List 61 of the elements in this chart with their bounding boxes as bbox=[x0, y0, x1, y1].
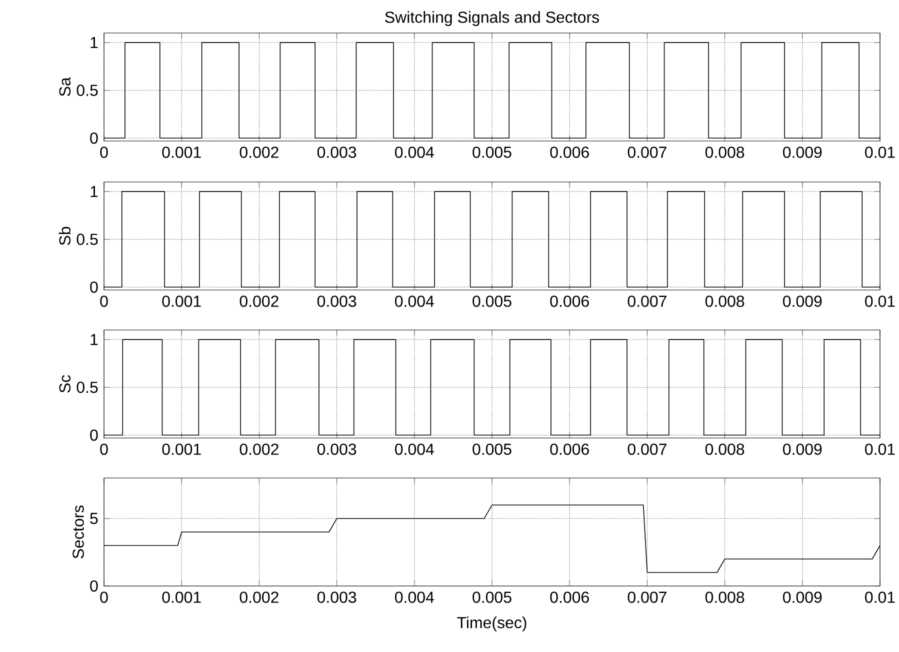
x-tick-label: 0.006 bbox=[550, 444, 589, 455]
y-tick-label: 1 bbox=[90, 186, 98, 198]
x-tick-label: 0.009 bbox=[783, 296, 822, 307]
y-tick-label: 0 bbox=[90, 132, 98, 144]
x-tick-label: 0.002 bbox=[240, 296, 278, 307]
x-tick-label: 0.008 bbox=[705, 146, 744, 158]
y-axis-title: Sa bbox=[59, 77, 71, 96]
x-tick-label: 0.003 bbox=[317, 592, 356, 603]
y-tick-label: 0.5 bbox=[76, 234, 98, 245]
x-tick-label: 0 bbox=[100, 296, 108, 307]
x-tick-label: 0.007 bbox=[628, 146, 666, 158]
x-tick-label: 0.002 bbox=[240, 146, 278, 158]
x-tick-label: 0.006 bbox=[550, 592, 589, 603]
chart-title: Switching Signals and Sectors bbox=[385, 11, 599, 26]
x-tick-label: 0 bbox=[100, 444, 108, 455]
y-tick-label: 5 bbox=[90, 512, 98, 524]
y-tick-label: 0 bbox=[90, 429, 98, 441]
x-tick-label: 0.003 bbox=[317, 444, 356, 455]
x-tick-label: 0.007 bbox=[628, 444, 666, 455]
x-tick-label: 0.01 bbox=[865, 296, 895, 307]
x-tick-label: 0.004 bbox=[395, 146, 434, 158]
x-tick-label: 0.009 bbox=[783, 592, 822, 603]
x-tick-label: 0 bbox=[100, 146, 108, 158]
y-tick-label: 1 bbox=[90, 37, 98, 48]
x-tick-label: 0.008 bbox=[705, 592, 744, 603]
y-tick-label: 0.5 bbox=[76, 382, 98, 393]
x-tick-label: 0.004 bbox=[395, 444, 434, 455]
y-axis-title: Sectors bbox=[72, 505, 84, 558]
x-tick-label: 0.009 bbox=[783, 146, 822, 158]
x-tick-label: 0.01 bbox=[865, 592, 895, 603]
x-tick-label: 0.01 bbox=[865, 444, 895, 455]
x-tick-label: 0.006 bbox=[550, 146, 589, 158]
x-tick-label: 0.003 bbox=[317, 146, 356, 158]
y-tick-label: 1 bbox=[90, 334, 98, 346]
y-axis-title: Sb bbox=[58, 226, 71, 246]
y-tick-label: 0 bbox=[90, 580, 98, 592]
x-tick-label: 0.005 bbox=[472, 592, 512, 603]
x-tick-label: 0.008 bbox=[705, 444, 744, 455]
x-tick-label: 0.006 bbox=[550, 296, 589, 307]
x-tick-label: 0.007 bbox=[628, 296, 666, 307]
y-tick-label: 0 bbox=[90, 281, 98, 293]
y-axis-title: Sc bbox=[59, 375, 71, 393]
x-tick-label: 0.01 bbox=[865, 146, 895, 158]
x-tick-label: 0.003 bbox=[317, 296, 356, 307]
x-tick-label: 0.001 bbox=[162, 592, 201, 603]
x-tick-label: 0.005 bbox=[472, 444, 512, 455]
x-tick-label: 0 bbox=[100, 592, 108, 603]
x-tick-label: 0.004 bbox=[395, 296, 434, 307]
y-tick-label: 0.5 bbox=[76, 84, 98, 96]
x-tick-label: 0.005 bbox=[472, 296, 512, 307]
x-tick-label: 0.002 bbox=[240, 592, 278, 603]
x-tick-label: 0.007 bbox=[628, 592, 666, 603]
x-tick-label: 0.009 bbox=[783, 444, 822, 455]
x-tick-label: 0.001 bbox=[162, 296, 201, 307]
x-tick-label: 0.001 bbox=[162, 146, 201, 158]
x-tick-label: 0.004 bbox=[395, 592, 434, 603]
x-tick-label: 0.005 bbox=[472, 146, 512, 158]
x-tick-label: 0.002 bbox=[240, 444, 278, 455]
x-tick-label: 0.008 bbox=[705, 296, 744, 307]
x-axis-title: Time(sec) bbox=[457, 616, 526, 632]
x-tick-label: 0.001 bbox=[162, 444, 201, 455]
